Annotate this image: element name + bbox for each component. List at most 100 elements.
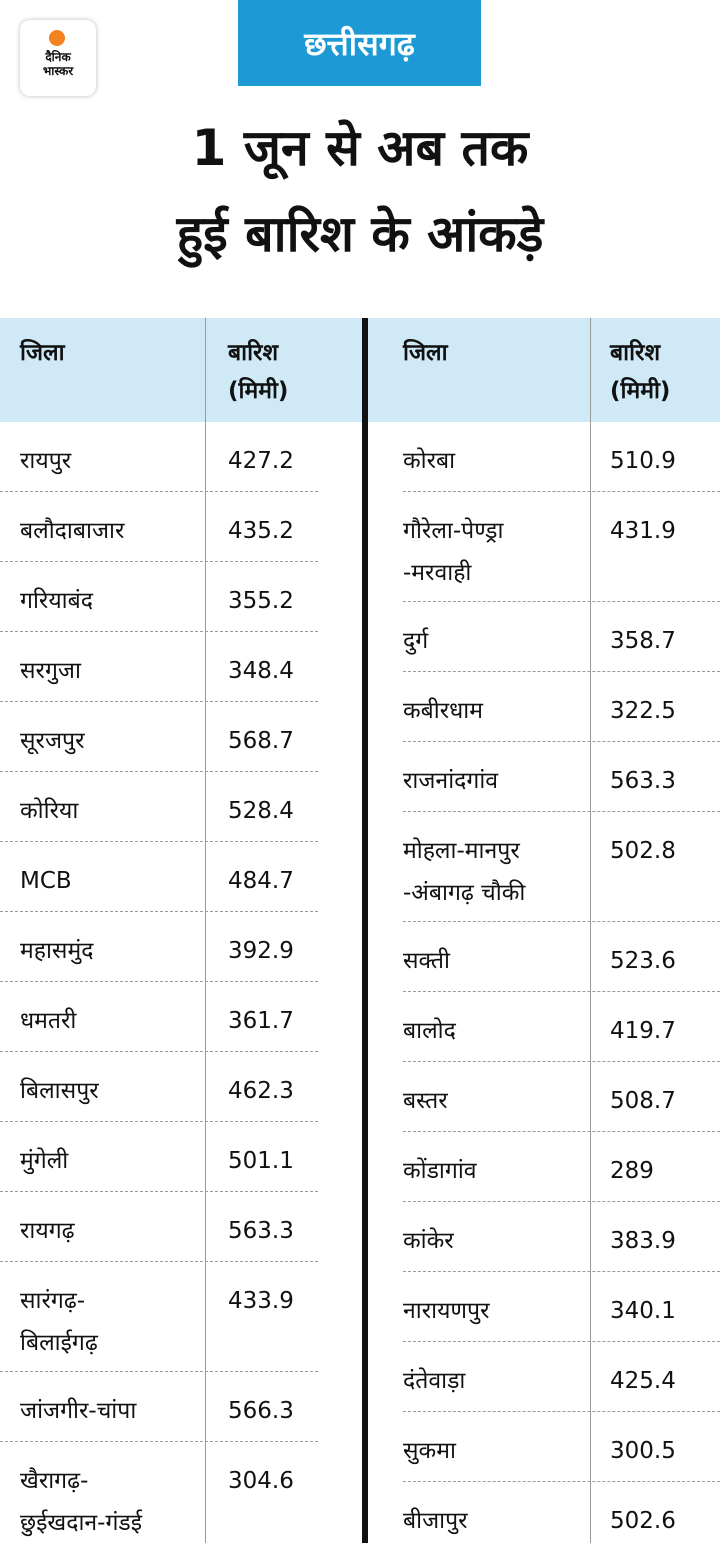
district-name: बलौदाबाजार (20, 518, 125, 544)
row-separator (0, 1371, 318, 1372)
table-row: बीजापुर 502.6 (0, 1482, 720, 1552)
row-separator (0, 841, 318, 842)
district-name: कोरबा (403, 448, 456, 474)
rainfall-value: 566.3 (228, 1398, 294, 1424)
rainfall-value: 568.7 (228, 728, 294, 754)
row-separator (403, 1411, 720, 1412)
district-name: बीजापुर (403, 1508, 468, 1534)
row-separator (0, 701, 318, 702)
state-tag: छत्तीसगढ़ (238, 0, 481, 86)
table-row: सक्ती 523.6 (0, 922, 720, 992)
district-name: सक्ती (403, 948, 450, 974)
table-row: कोरबा 510.9 (0, 422, 720, 492)
row-separator (403, 1271, 720, 1272)
table-row: सरगुजा 348.4 (0, 632, 720, 702)
row-separator (0, 1261, 318, 1262)
district-name: बिलासपुर (20, 1078, 99, 1104)
table-row: महासमुंद 392.9 (0, 912, 720, 982)
right-header-district: जिला (403, 340, 448, 366)
table-row: रायगढ़ 563.3 (0, 1192, 720, 1262)
district-name: दुर्ग (403, 628, 429, 654)
row-separator (0, 1191, 318, 1192)
rainfall-value: 501.1 (228, 1148, 294, 1174)
district-name: गौरेला-पेण्ड्रा -मरवाही (403, 518, 504, 586)
left-header-rain: बारिश (मिमी) (228, 340, 289, 404)
table-row: कोरिया 528.4 (0, 772, 720, 842)
district-name: कांकेर (403, 1228, 454, 1254)
rainfall-value: 425.4 (610, 1368, 676, 1394)
row-separator (0, 771, 318, 772)
table-row: जांजगीर-चांपा 566.3 (0, 1372, 720, 1442)
row-separator (403, 1341, 720, 1342)
column-rule (590, 318, 591, 1543)
row-separator (0, 1441, 318, 1442)
district-name: रायपुर (20, 448, 72, 474)
rainfall-value: 431.9 (610, 518, 676, 544)
district-name: मुंगेली (20, 1148, 69, 1174)
table-row: कबीरधाम 322.5 (0, 672, 720, 742)
district-name: बालोद (403, 1018, 456, 1044)
rainfall-value: 392.9 (228, 938, 294, 964)
district-name: दंतेवाड़ा (403, 1368, 466, 1394)
rainfall-value: 502.6 (610, 1508, 676, 1534)
row-separator (0, 631, 318, 632)
table-row: धमतरी 361.7 (0, 982, 720, 1052)
district-name: सुकमा (403, 1438, 456, 1464)
table-row: बालोद 419.7 (0, 992, 720, 1062)
row-separator (0, 561, 318, 562)
district-name: खैरागढ़- छुईखदान-गंडई (20, 1468, 143, 1536)
row-separator (0, 911, 318, 912)
rainfall-value: 508.7 (610, 1088, 676, 1114)
district-name: महासमुंद (20, 938, 94, 964)
table-row: सुकमा 300.5 (0, 1412, 720, 1482)
district-name: कबीरधाम (403, 698, 484, 724)
rainfall-value: 427.2 (228, 448, 294, 474)
row-separator (403, 1201, 720, 1202)
table-row: दुर्ग 358.7 (0, 602, 720, 672)
rainfall-value: 435.2 (228, 518, 294, 544)
district-name: सारंगढ़- बिलाईगढ़ (20, 1288, 98, 1356)
headline-line-1: 1 जून से अब तक (191, 119, 529, 177)
row-separator (403, 1131, 720, 1132)
table-row: सूरजपुर 568.7 (0, 702, 720, 772)
rainfall-value: 563.3 (228, 1218, 294, 1244)
district-name: कोंडागांव (403, 1158, 477, 1184)
table-row: बिलासपुर 462.3 (0, 1052, 720, 1122)
district-name: राजनांदगांव (403, 768, 499, 794)
table-row: गरियाबंद 355.2 (0, 562, 720, 632)
row-separator (403, 991, 720, 992)
rainfall-value: 523.6 (610, 948, 676, 974)
row-separator (403, 671, 720, 672)
table-row: कोंडागांव 289 (0, 1132, 720, 1202)
rainfall-value: 300.5 (610, 1438, 676, 1464)
rainfall-value: 289 (610, 1158, 654, 1184)
row-separator (403, 491, 720, 492)
table-divider (362, 318, 368, 1543)
row-separator (403, 921, 720, 922)
row-separator (403, 601, 720, 602)
district-name: बस्तर (403, 1088, 448, 1114)
row-separator (0, 491, 318, 492)
rainfall-value: 419.7 (610, 1018, 676, 1044)
table-header-background (0, 318, 720, 422)
row-separator (0, 1051, 318, 1052)
table-row: मोहला-मानपुर -अंबागढ़ चौकी 502.8 (0, 812, 720, 922)
row-separator (403, 1061, 720, 1062)
table-row: राजनांदगांव 563.3 (0, 742, 720, 812)
table-row: नारायणपुर 340.1 (0, 1272, 720, 1342)
right-header-rain: बारिश (मिमी) (610, 340, 671, 404)
district-name: MCB (20, 868, 72, 894)
sun-icon (49, 30, 65, 46)
rainfall-value: 528.4 (228, 798, 294, 824)
rainfall-value: 510.9 (610, 448, 676, 474)
rainfall-value: 340.1 (610, 1298, 676, 1324)
table-row: सारंगढ़- बिलाईगढ़ 433.9 (0, 1262, 720, 1372)
row-separator (0, 1121, 318, 1122)
table-row: खैरागढ़- छुईखदान-गंडई 304.6 (0, 1442, 720, 1552)
district-name: धमतरी (20, 1008, 77, 1034)
district-name: गरियाबंद (20, 588, 93, 614)
district-name: मोहला-मानपुर -अंबागढ़ चौकी (403, 838, 526, 906)
table-row: मुंगेली 501.1 (0, 1122, 720, 1192)
rainfall-value: 361.7 (228, 1008, 294, 1034)
row-separator (0, 981, 318, 982)
